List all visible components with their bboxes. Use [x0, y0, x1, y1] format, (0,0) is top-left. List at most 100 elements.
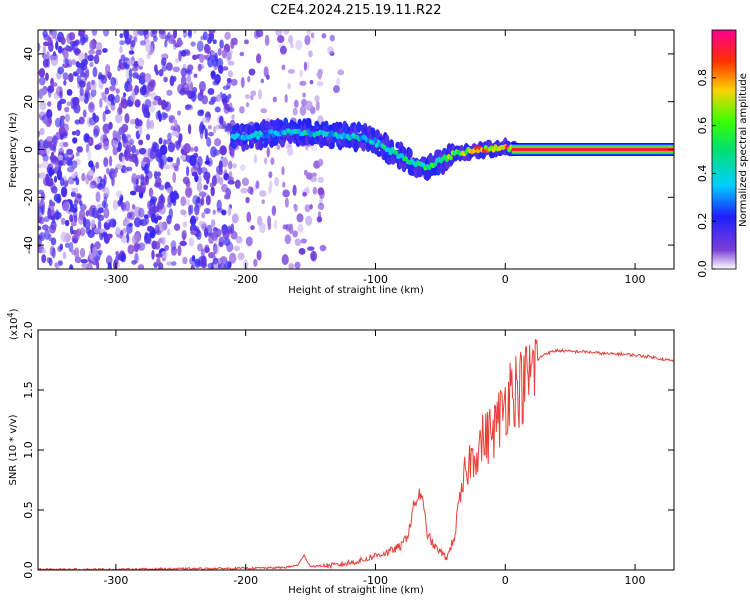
heatmap-tone-band — [511, 148, 674, 151]
heatmap-noise-cell — [219, 256, 228, 264]
heatmap-noise-cell — [288, 223, 294, 235]
colorbar-tick-label: 0.8 — [696, 69, 709, 87]
heatmap-noise-cell — [60, 231, 68, 243]
heatmap-noise-cell — [61, 153, 69, 161]
heatmap-noise-cell — [321, 33, 327, 39]
heatmap-noise-cell — [290, 42, 294, 49]
heatmap-noise-cell — [106, 167, 110, 175]
heatmap-noise-cell — [60, 217, 66, 225]
heatmap-noise-cell — [240, 164, 246, 171]
spectrogram-y-tick-label: -20 — [22, 188, 35, 206]
heatmap-noise-cell — [288, 35, 294, 45]
heatmap-noise-cell — [247, 75, 251, 83]
heatmap-noise-cell — [75, 129, 81, 137]
heatmap-noise-cell — [160, 53, 168, 59]
heatmap-noise-cell — [305, 215, 313, 226]
heatmap-noise-cell — [131, 259, 137, 265]
heatmap-noise-cell — [207, 262, 215, 269]
heatmap-noise-cell — [158, 157, 163, 169]
heatmap-noise-cell — [119, 40, 126, 46]
snr-y-tick-label: 0.5 — [22, 501, 35, 519]
heatmap-noise-cell — [55, 131, 62, 140]
heatmap-noise-cell — [200, 255, 207, 266]
heatmap-noise-cell — [128, 211, 135, 221]
heatmap-noise-cell — [227, 93, 232, 99]
heatmap-noise-cell — [131, 204, 136, 210]
heatmap-noise-cell — [64, 113, 71, 123]
heatmap-noise-cell — [166, 228, 171, 236]
heatmap-noise-cell — [48, 224, 56, 234]
heatmap-noise-cell — [162, 154, 168, 166]
heatmap-noise-cell — [282, 181, 286, 188]
heatmap-noise-cell — [279, 45, 287, 55]
heatmap-noise-cell — [138, 185, 143, 194]
heatmap-noise-cell — [317, 176, 324, 183]
heatmap-noise-cell — [180, 75, 187, 87]
heatmap-noise-cell — [189, 147, 195, 152]
heatmap-signal-cell — [372, 137, 377, 143]
heatmap-noise-cell — [298, 247, 306, 255]
heatmap-noise-cell — [153, 217, 159, 224]
heatmap-noise-cell — [186, 166, 190, 177]
heatmap-noise-cell — [130, 93, 136, 102]
heatmap-signal-layer — [230, 117, 674, 182]
heatmap-noise-cell — [182, 221, 188, 228]
heatmap-noise-cell — [121, 156, 126, 165]
heatmap-noise-cell — [80, 259, 88, 264]
heatmap-noise-cell — [186, 104, 192, 109]
heatmap-noise-cell — [79, 204, 87, 211]
heatmap-noise-cell — [230, 78, 238, 86]
heatmap-noise-cell — [131, 144, 136, 154]
heatmap-noise-cell — [227, 107, 235, 113]
heatmap-noise-cell — [103, 140, 110, 151]
heatmap-noise-cell — [167, 132, 172, 141]
colorbar-tick-label: 0.2 — [696, 212, 709, 230]
heatmap-noise-cell — [250, 225, 255, 231]
heatmap-noise-cell — [316, 81, 324, 87]
heatmap-noise-cell — [137, 30, 145, 36]
heatmap-signal-cell — [256, 134, 261, 140]
heatmap-noise-cell — [250, 94, 254, 101]
heatmap-noise-cell — [208, 100, 215, 105]
heatmap-noise-cell — [282, 189, 290, 198]
heatmap-noise-cell — [166, 261, 173, 266]
heatmap-noise-cell — [316, 216, 323, 223]
heatmap-noise-cell — [202, 31, 208, 41]
heatmap-noise-cell — [102, 48, 108, 53]
heatmap-noise-cell — [259, 190, 267, 197]
heatmap-noise-cell — [243, 39, 249, 45]
heatmap-noise-cell — [199, 53, 205, 64]
heatmap-noise-cell — [70, 221, 77, 227]
heatmap-noise-cell — [299, 105, 307, 116]
heatmap-noise-cell — [168, 208, 173, 220]
heatmap-noise-cell — [294, 238, 302, 247]
heatmap-noise-cell — [180, 154, 187, 161]
heatmap-noise-cell — [302, 191, 308, 197]
heatmap-noise-cell — [232, 163, 237, 169]
heatmap-noise-cell — [57, 66, 65, 75]
heatmap-noise-cell — [281, 166, 285, 176]
heatmap-noise-cell — [227, 70, 234, 78]
heatmap-noise-cell — [158, 262, 164, 269]
heatmap-noise-cell — [102, 231, 106, 237]
heatmap-noise-cell — [89, 39, 96, 51]
heatmap-noise-cell — [96, 261, 100, 269]
heatmap-noise-cell — [167, 142, 176, 153]
heatmap-noise-cell — [293, 99, 299, 108]
heatmap-signal-halo — [323, 120, 329, 129]
heatmap-noise-cell — [138, 126, 143, 136]
heatmap-noise-cell — [141, 186, 146, 194]
heatmap-noise-cell — [216, 57, 224, 69]
heatmap-noise-cell — [69, 264, 74, 269]
heatmap-noise-cell — [173, 30, 178, 39]
heatmap-noise-cell — [140, 181, 146, 187]
heatmap-noise-cell — [143, 104, 149, 115]
heatmap-noise-cell — [292, 230, 298, 238]
heatmap-noise-cell — [192, 195, 199, 205]
heatmap-noise-cell — [110, 104, 116, 111]
heatmap-noise-cell — [299, 69, 303, 78]
heatmap-noise-cell — [239, 106, 245, 114]
heatmap-noise-cell — [227, 261, 232, 269]
heatmap-noise-cell — [306, 30, 312, 36]
heatmap-noise-cell — [53, 193, 61, 203]
